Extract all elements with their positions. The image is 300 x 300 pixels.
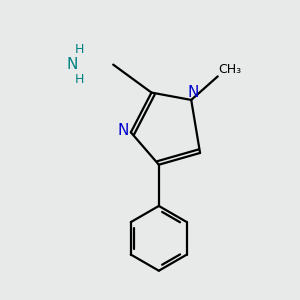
Text: N: N (66, 57, 78, 72)
Text: H: H (75, 43, 84, 56)
Text: H: H (75, 74, 84, 86)
Text: CH₃: CH₃ (218, 63, 242, 76)
Text: N: N (118, 123, 129, 138)
Text: N: N (187, 85, 198, 100)
